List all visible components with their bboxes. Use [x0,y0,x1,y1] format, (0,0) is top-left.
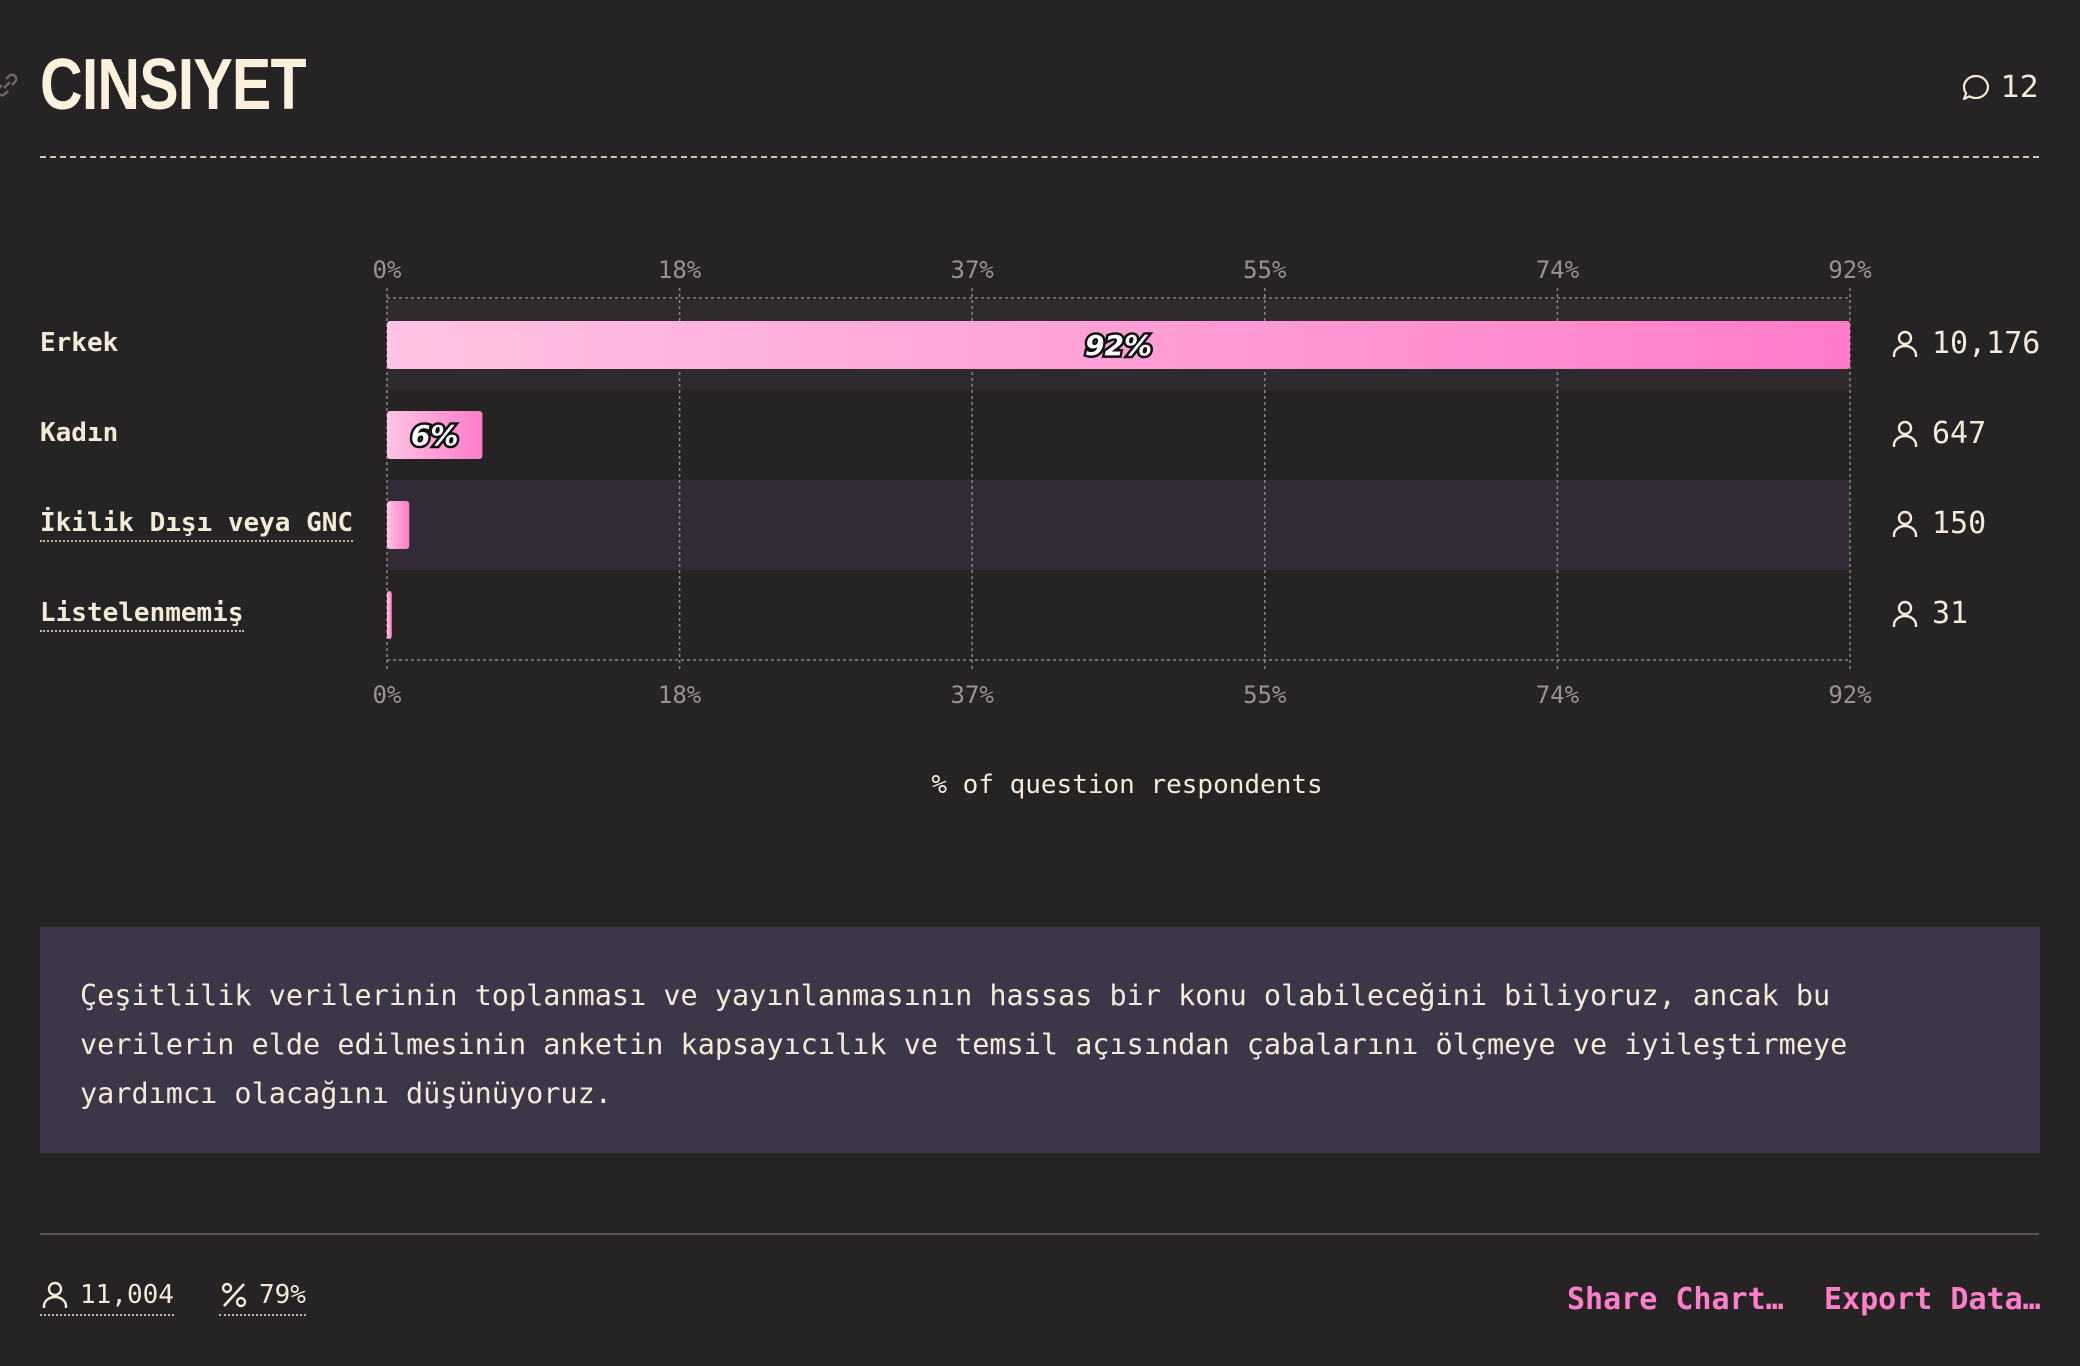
comment-icon [1962,74,1989,100]
share-chart-button[interactable]: Share Chart… [1567,1282,1784,1317]
person-icon [1892,420,1918,447]
export-data-button[interactable]: Export Data… [1824,1282,2041,1317]
footer-divider [40,1233,2039,1235]
x-axis-label: % of question respondents [931,770,1322,800]
tick-label-top: 37% [951,256,995,284]
bar [387,591,392,639]
tick-label-bottom: 18% [658,681,702,709]
bar-value-label: 6% [411,419,459,452]
bar [387,321,1850,369]
person-icon [1892,510,1918,537]
category-label: Erkek [40,328,119,358]
tick-label-top: 18% [658,256,702,284]
row-band [387,390,1850,480]
person-icon [42,1281,68,1308]
diversity-note: Çeşitlilik verilerinin toplanması ve yay… [40,927,2040,1153]
bar [387,411,483,459]
respondents-count: 11,004 [80,1280,174,1310]
tick-label-top: 92% [1828,256,1872,284]
category-label[interactable]: Listelenmemiş [40,598,244,632]
respondents-stat[interactable]: 11,004 [40,1280,174,1316]
count-value: 10,176 [1932,326,2041,361]
tick-label-bottom: 0% [373,681,402,709]
link-icon[interactable] [0,72,20,98]
respondent-count: 10,176 [1890,326,2040,361]
tick-label-bottom: 74% [1536,681,1580,709]
count-value: 31 [1932,596,1969,631]
percent-value: 79% [259,1280,306,1310]
tick-label-bottom: 55% [1243,681,1287,709]
page-title: CINSIYET [40,45,307,125]
bar [387,501,410,549]
title-divider [40,156,2039,158]
tick-label-top: 55% [1243,256,1287,284]
tick-label-bottom: 37% [951,681,995,709]
respondent-count: 150 [1890,506,1986,541]
bar-chart: 0% 0% 18% 18% 37% 37% 55% 55% 74% 74% 92% 92% 92% 6%… [373,256,1873,800]
bar-value-label: 92% [1085,329,1152,362]
tick-label-top: 74% [1536,256,1580,284]
row-band [387,480,1850,570]
tick-label-top: 0% [373,256,402,284]
tick-label-bottom: 92% [1828,681,1872,709]
count-value: 150 [1932,506,1987,541]
respondent-count: 647 [1890,416,1986,451]
count-value: 647 [1932,416,1987,451]
person-icon [1892,600,1918,627]
percent-stat[interactable]: 79% [219,1280,306,1316]
respondent-count: 31 [1890,596,1968,631]
category-label: Kadın [40,418,119,448]
category-label[interactable]: İkilik Dışı veya GNC [40,508,354,542]
percent-icon [221,1282,247,1308]
person-icon [1892,330,1918,357]
row-band [387,570,1850,660]
comment-count: 12 [2000,70,2039,105]
comments-button[interactable]: 12 [1961,70,2039,105]
